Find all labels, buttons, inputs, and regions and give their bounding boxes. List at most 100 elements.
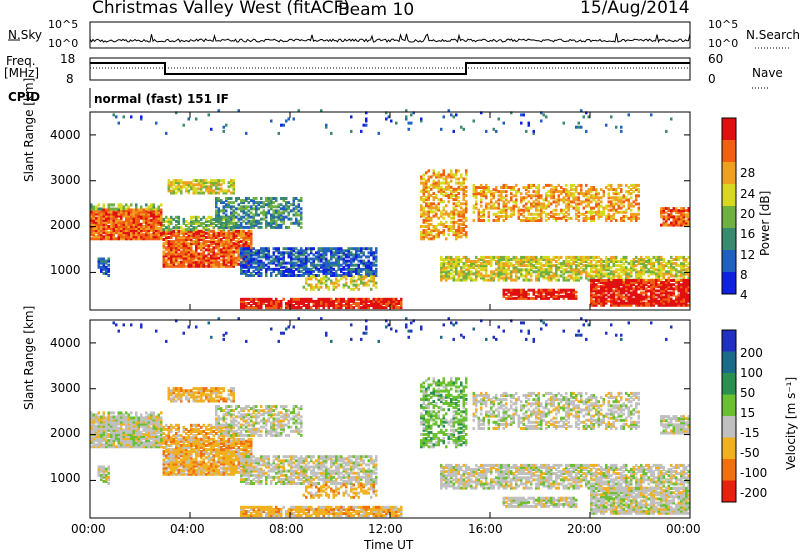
power-cell: [270, 261, 273, 265]
power-cell: [260, 263, 263, 267]
power-cell: [602, 208, 605, 212]
power-cell: [577, 276, 580, 280]
power-cell: [192, 222, 195, 225]
power-cell: [547, 200, 550, 204]
power-cell: [275, 205, 278, 209]
power-cell: [660, 262, 663, 266]
power-cell: [577, 268, 580, 272]
power-cell: [275, 297, 278, 301]
power-cell: [570, 264, 573, 268]
power-cell: [222, 264, 225, 268]
power-cell: [180, 231, 183, 235]
power-cell: [525, 208, 528, 212]
power-cell: [160, 229, 163, 233]
power-cell: [292, 201, 295, 205]
power-cell: [625, 208, 628, 212]
power-cell: [635, 291, 638, 295]
power-cell: [597, 208, 600, 212]
power-cell: [242, 242, 245, 246]
power-cell: [515, 292, 518, 296]
power-cell: [545, 264, 548, 268]
power-cell: [247, 259, 250, 263]
power-cell: [272, 213, 275, 217]
power-cell: [430, 206, 433, 210]
power-cell: [475, 194, 478, 198]
power-cell: [265, 211, 268, 215]
power-cell: [480, 200, 483, 204]
power-cell: [102, 237, 105, 241]
power-cell: [450, 262, 453, 266]
power-cell: [542, 210, 545, 214]
power-cell: [137, 210, 140, 214]
power-cell: [345, 271, 348, 275]
power-cell: [205, 254, 208, 258]
power-cell: [287, 261, 290, 265]
power-cell: [317, 249, 320, 253]
power-cell: [145, 222, 148, 226]
vel-cb-m100: -100: [740, 466, 768, 480]
power-cell: [625, 297, 628, 301]
power-cell: [307, 302, 310, 305]
power-cell: [142, 208, 145, 212]
power-cell: [182, 254, 185, 258]
power-cell: [425, 212, 428, 216]
power-cell: [327, 304, 330, 307]
power-cell: [450, 175, 453, 179]
power-cell: [595, 194, 598, 198]
power-cell: [287, 269, 290, 273]
power-cell: [267, 197, 270, 200]
power-cell: [552, 255, 555, 259]
power-cell: [450, 185, 453, 189]
power-cell: [155, 237, 158, 241]
power-cell: [112, 235, 115, 239]
power-cell: [680, 301, 683, 305]
power-cell: [385, 304, 388, 307]
power-cell: [330, 271, 333, 275]
power-cell: [622, 289, 625, 293]
power-cell: [525, 192, 528, 196]
power-cell: [375, 304, 378, 307]
power-cell: [497, 264, 500, 268]
power-cell: [340, 255, 343, 259]
power-cell: [197, 183, 200, 187]
power-cell: [610, 272, 613, 276]
power-cell: [655, 289, 658, 293]
power-cell: [90, 220, 93, 224]
power-cell: [620, 196, 623, 200]
power-cell: [630, 214, 633, 218]
power-cell: [240, 269, 243, 273]
power-cell: [202, 262, 205, 266]
power-cell: [365, 267, 368, 271]
power-cell: [232, 231, 235, 235]
power-cell: [330, 274, 333, 277]
power-cell: [510, 262, 513, 266]
power-cell: [155, 218, 158, 222]
power-cell: [230, 240, 233, 244]
power-cell: [335, 251, 338, 255]
power-cell: [520, 292, 523, 296]
power-cell: [427, 233, 430, 237]
power-cell: [267, 199, 270, 203]
power-cell: [612, 260, 615, 263]
power-cell: [297, 223, 300, 227]
power-cell: [367, 306, 370, 310]
power-cell: [670, 283, 673, 287]
power-cell: [130, 227, 133, 230]
power-cell: [612, 196, 615, 200]
power-cell: [455, 264, 458, 268]
power-cell: [492, 202, 495, 206]
power-cell: [455, 231, 458, 235]
power-cell: [500, 190, 503, 194]
power-cell: [340, 297, 343, 301]
power-cell: [480, 183, 483, 187]
power-cell: [172, 264, 175, 268]
power-cell: [165, 215, 168, 219]
power-cell: [667, 272, 670, 276]
nsky-tick-top: 10^5: [48, 18, 79, 31]
power-cell: [535, 206, 538, 210]
power-cell: [532, 260, 535, 263]
power-cell: [635, 188, 638, 192]
power-cell: [682, 268, 685, 272]
power-cell: [100, 218, 103, 222]
power-cell: [127, 235, 130, 239]
